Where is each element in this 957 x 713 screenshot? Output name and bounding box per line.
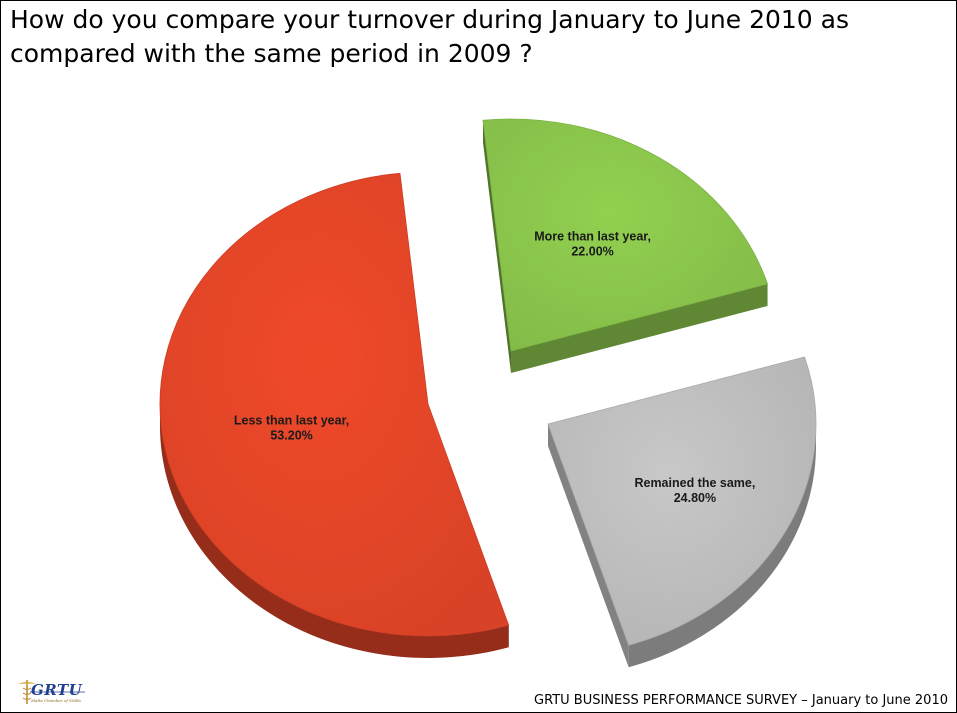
pie-slice-0 [482,118,769,352]
slice-label: Less than last year, [234,414,349,428]
pie-slice-wall [482,120,511,373]
pie-slice-1 [547,356,817,646]
slide-title: How do you compare your turnover during … [10,5,849,68]
pie-slice-wall [548,424,629,668]
slice-value-label: 22.00% [571,245,613,259]
pie-slice-edge [628,424,816,668]
caduceus-icon [18,680,85,704]
slice-value-label: 53.20% [270,429,312,443]
logo-subtitle: Malta Chamber of SMEs [31,698,81,703]
slice-label: Remained the same, [634,476,755,490]
grtu-logo: GRTU Malta Chamber of SMEs [15,677,95,707]
pie-slice-side-0 [482,120,768,373]
slide-footer: GRTU BUSINESS PERFORMANCE SURVEY – Janua… [534,693,948,708]
slice-value-label: 24.80% [674,491,716,505]
slice-label: More than last year, [534,230,651,244]
logo-text: GRTU [31,681,83,699]
pie-slice-edge [159,404,509,659]
pie-slice-wall [511,283,768,373]
pie-slice-2 [159,172,510,637]
